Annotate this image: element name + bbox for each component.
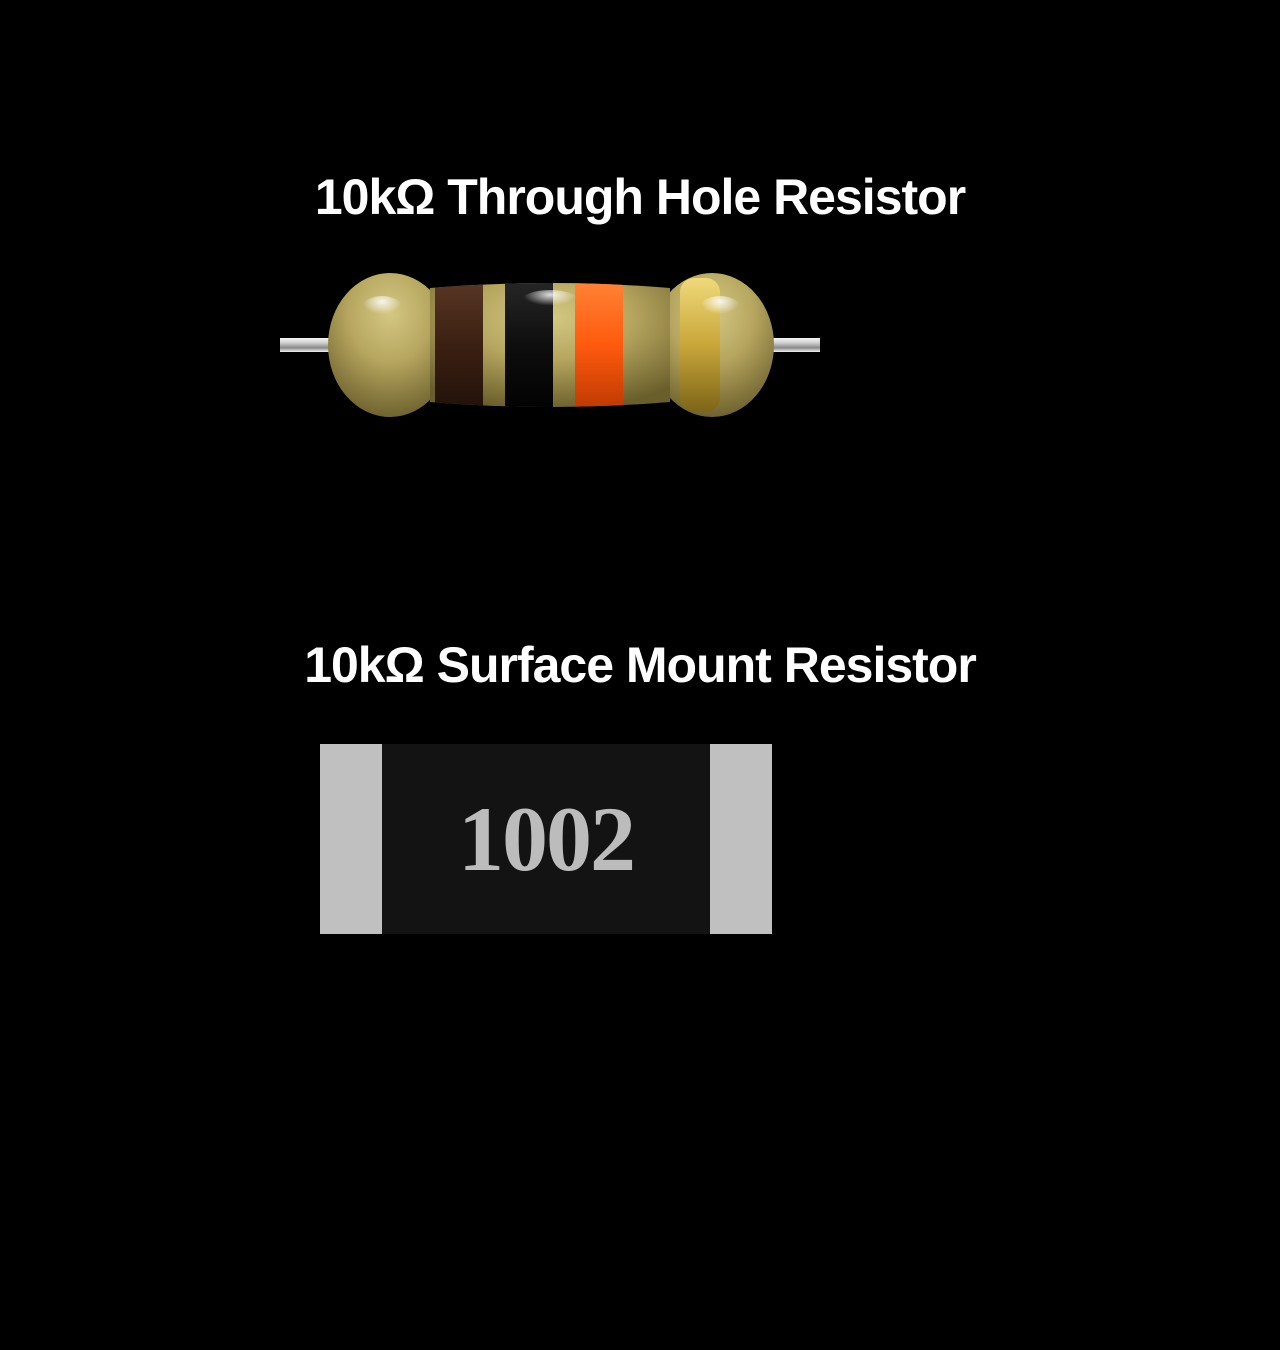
band-orange xyxy=(575,270,623,420)
smd-title: 10kΩ Surface Mount Resistor xyxy=(0,636,1280,694)
smd-resistor: 1002 xyxy=(320,744,772,934)
through-hole-resistor xyxy=(280,260,820,430)
highlight-center xyxy=(520,290,580,314)
smd-pad-right xyxy=(710,744,772,934)
highlight-left xyxy=(360,296,404,324)
canvas: 10kΩ Through Hole Resistor xyxy=(0,0,1280,1350)
highlight-right xyxy=(698,296,742,324)
through-hole-resistor-svg xyxy=(280,260,820,430)
band-brown xyxy=(435,270,483,420)
through-hole-title: 10kΩ Through Hole Resistor xyxy=(0,168,1280,226)
smd-pad-left xyxy=(320,744,382,934)
smd-code: 1002 xyxy=(382,786,710,892)
